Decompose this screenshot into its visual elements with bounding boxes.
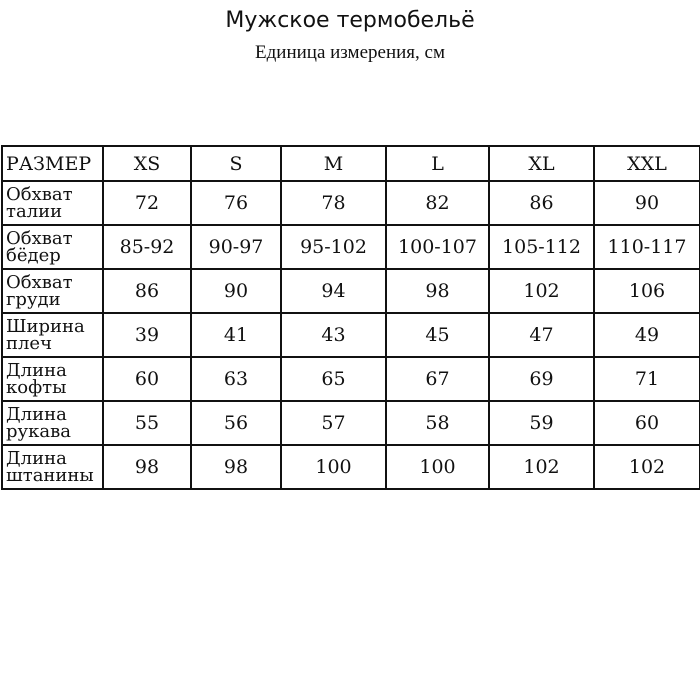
row-label: Длина рукава [1, 400, 104, 446]
table-cell: 72 [102, 180, 192, 226]
row-label: Длина кофты [1, 356, 104, 402]
page-subtitle: Единица измерения, см [255, 42, 445, 63]
table-cell: 90-97 [190, 224, 282, 270]
table-cell: 86 [102, 268, 192, 314]
table-cell: 49 [593, 312, 700, 358]
table-cell: 65 [280, 356, 387, 402]
page-title: Мужское термобельё [225, 8, 475, 33]
header-size-s: S [190, 145, 282, 182]
row-label: Длина штанины [1, 444, 104, 490]
header-size-m: M [280, 145, 387, 182]
table-cell: 98 [190, 444, 282, 490]
table-cell: 47 [488, 312, 595, 358]
size-chart-table: РАЗМЕР XS S M L XL XXL Обхват талии 72 76 78 82 86 90… [1, 145, 700, 490]
row-label-line: бёдер [6, 245, 61, 266]
row-label: Ширина плеч [1, 312, 104, 358]
header-size-xxl: XXL [593, 145, 700, 182]
table-cell: 59 [488, 400, 595, 446]
row-label-line: талии [6, 201, 63, 222]
table-row: Длина рукава 55 56 57 58 59 60 [1, 400, 700, 446]
table-cell: 69 [488, 356, 595, 402]
table-cell: 55 [102, 400, 192, 446]
table-cell: 43 [280, 312, 387, 358]
row-label-line: плеч [6, 333, 52, 354]
table-cell: 102 [488, 444, 595, 490]
table-cell: 102 [593, 444, 700, 490]
row-label: Обхват бёдер [1, 224, 104, 270]
table-cell: 95-102 [280, 224, 387, 270]
row-label-line: Ширина [6, 316, 85, 337]
table-row: Ширина плеч 39 41 43 45 47 49 [1, 312, 700, 358]
table-cell: 105-112 [488, 224, 595, 270]
table-cell: 110-117 [593, 224, 700, 270]
table-row: Обхват талии 72 76 78 82 86 90 [1, 180, 700, 226]
row-label-line: груди [6, 289, 61, 310]
table-cell: 39 [102, 312, 192, 358]
table-cell: 86 [488, 180, 595, 226]
table-cell: 71 [593, 356, 700, 402]
table-cell: 100 [385, 444, 490, 490]
table-row: Обхват бёдер 85-92 90-97 95-102 100-107 105-11… [1, 224, 700, 270]
table-cell: 67 [385, 356, 490, 402]
table-header-row: РАЗМЕР XS S M L XL XXL [1, 145, 700, 182]
header-size-xs: XS [102, 145, 192, 182]
table-row: Длина штанины 98 98 100 100 102 102 [1, 444, 700, 490]
row-label-line: Длина [6, 404, 67, 425]
table-cell: 100 [280, 444, 387, 490]
table-row: Длина кофты 60 63 65 67 69 71 [1, 356, 700, 402]
table-cell: 100-107 [385, 224, 490, 270]
table-cell: 106 [593, 268, 700, 314]
row-label-line: рукава [6, 421, 71, 442]
table-cell: 45 [385, 312, 490, 358]
table-cell: 56 [190, 400, 282, 446]
row-label-line: Обхват [6, 184, 73, 205]
header-size-l: L [385, 145, 490, 182]
table-cell: 60 [102, 356, 192, 402]
row-label: Обхват груди [1, 268, 104, 314]
row-label-line: Длина [6, 448, 67, 469]
table-cell: 57 [280, 400, 387, 446]
table-cell: 98 [102, 444, 192, 490]
table-cell: 90 [190, 268, 282, 314]
table-cell: 90 [593, 180, 700, 226]
row-label: Обхват талии [1, 180, 104, 226]
header-size-xl: XL [488, 145, 595, 182]
table-cell: 63 [190, 356, 282, 402]
row-label-line: Длина [6, 360, 67, 381]
row-label-line: Обхват [6, 272, 73, 293]
row-label-line: Обхват [6, 228, 73, 249]
table-cell: 76 [190, 180, 282, 226]
table-cell: 82 [385, 180, 490, 226]
table-cell: 85-92 [102, 224, 192, 270]
header-size-label: РАЗМЕР [1, 145, 104, 182]
table-row: Обхват груди 86 90 94 98 102 106 [1, 268, 700, 314]
table-cell: 41 [190, 312, 282, 358]
table-cell: 102 [488, 268, 595, 314]
table-cell: 98 [385, 268, 490, 314]
row-label-line: штанины [6, 465, 94, 486]
row-label-line: кофты [6, 377, 67, 398]
table-cell: 58 [385, 400, 490, 446]
table-cell: 60 [593, 400, 700, 446]
table-cell: 78 [280, 180, 387, 226]
table-cell: 94 [280, 268, 387, 314]
